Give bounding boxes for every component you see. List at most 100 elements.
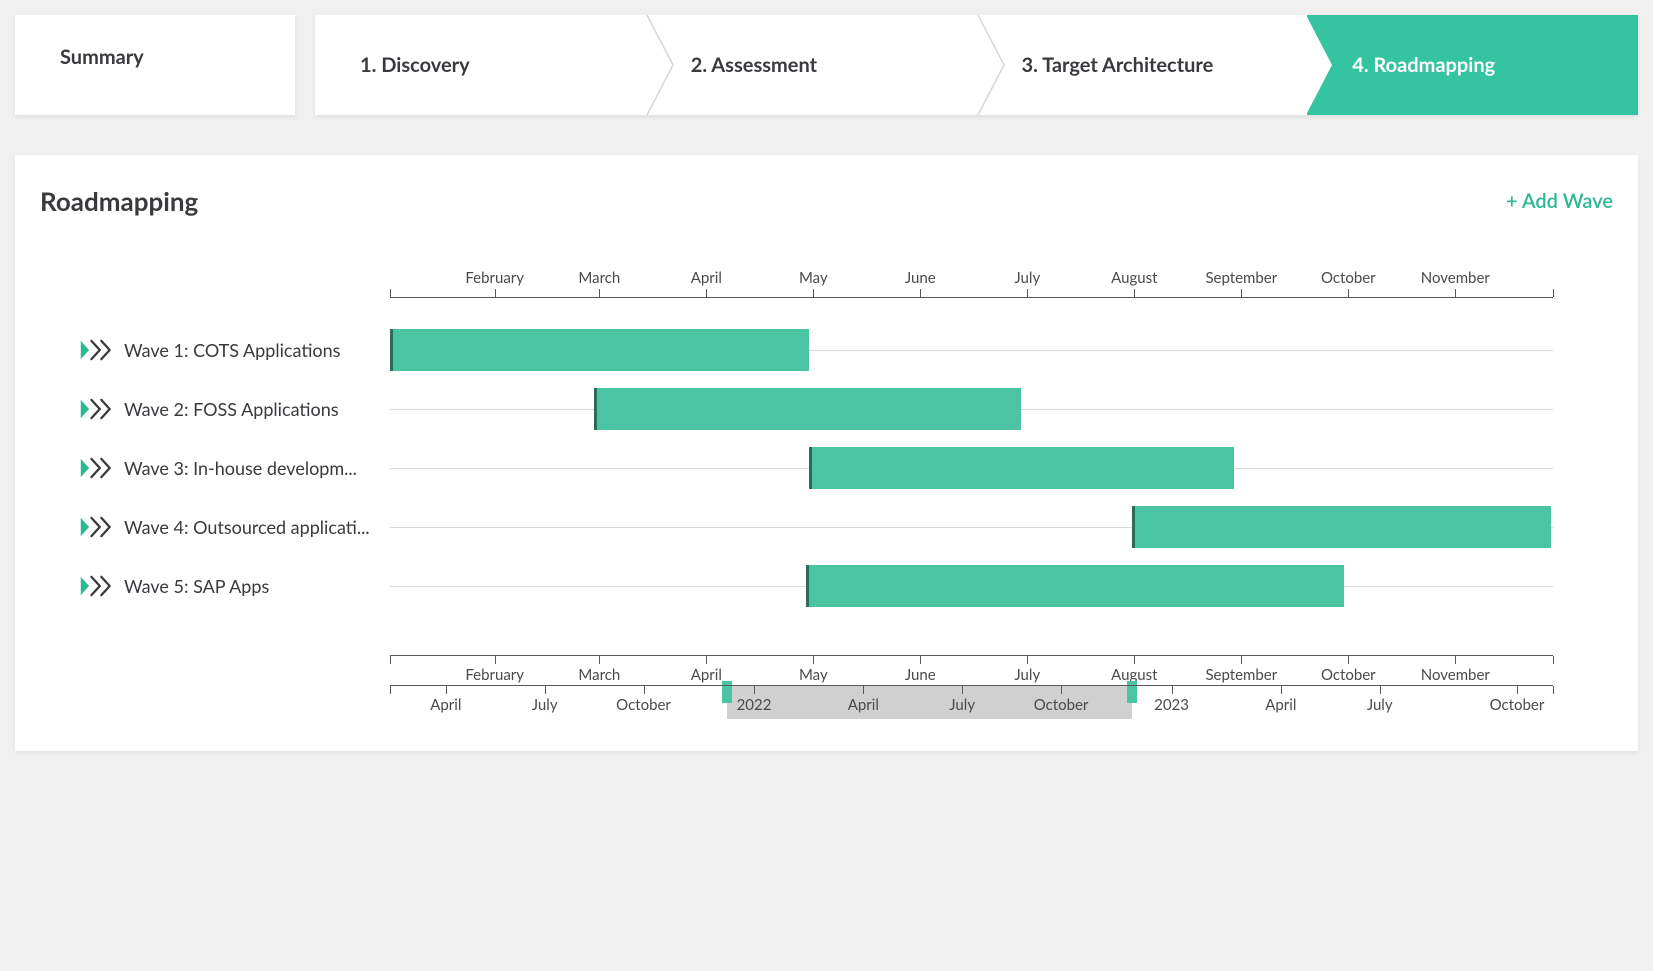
axis-label: April — [430, 696, 461, 714]
axis-label: February — [465, 269, 524, 287]
tab-label: 3. Target Architecture — [1022, 52, 1214, 79]
chevron-divider-icon — [977, 15, 1007, 115]
axis-tick — [390, 289, 391, 297]
axis-tick — [962, 686, 963, 694]
axis-label: September — [1205, 269, 1277, 287]
gantt-bar[interactable] — [1132, 506, 1551, 548]
gantt-row — [390, 556, 1553, 615]
axis-tick — [1517, 686, 1518, 694]
chevron-divider-icon — [646, 15, 676, 115]
axis-tick — [920, 289, 921, 297]
roadmapping-panel: Roadmapping + Add Wave Wave 1: COTS Appl… — [15, 155, 1638, 751]
axis-label: April — [1265, 696, 1296, 714]
tab-label: 2. Assessment — [691, 52, 817, 79]
axis-tick — [644, 686, 645, 694]
axis-label: October — [1321, 269, 1376, 287]
axis-tick — [1553, 686, 1554, 694]
axis-tick — [1134, 289, 1135, 297]
axis-tick — [813, 289, 814, 297]
axis-tick — [920, 656, 921, 664]
axis-tick — [706, 289, 707, 297]
chevron-divider-icon — [1306, 15, 1334, 115]
wave-label: Wave 5: SAP Apps — [124, 575, 269, 597]
gantt-bar[interactable] — [390, 329, 809, 371]
gantt-bar[interactable] — [809, 447, 1235, 489]
gantt-labels-column: Wave 1: COTS Applications Wave 2: FOSS Ap… — [80, 272, 390, 711]
axis-tick — [1134, 656, 1135, 664]
axis-label: April — [691, 666, 722, 684]
wave-label: Wave 2: FOSS Applications — [124, 398, 339, 420]
axis-label: April — [691, 269, 722, 287]
axis-tick — [495, 289, 496, 297]
panel-title: Roadmapping — [40, 185, 198, 217]
axis-label: May — [799, 269, 828, 287]
wave-chevrons-icon — [80, 397, 112, 421]
axis-tick — [1241, 656, 1242, 664]
axis-tick — [1380, 686, 1381, 694]
axis-tick — [390, 686, 391, 694]
axis-tick — [446, 686, 447, 694]
gantt-bar[interactable] — [594, 388, 1022, 430]
axis-label: August — [1111, 269, 1157, 287]
axis-label: October — [616, 696, 671, 714]
axis-tick — [1172, 686, 1173, 694]
tab-target-architecture[interactable]: 3. Target Architecture — [977, 15, 1308, 115]
tab-label: 4. Roadmapping — [1352, 52, 1495, 79]
axis-tick — [1281, 686, 1282, 694]
axis-label: July — [1014, 269, 1040, 287]
tab-summary-label: Summary — [60, 45, 144, 69]
wave-label-row[interactable]: Wave 3: In-house developm... — [80, 438, 390, 497]
axis-tick — [754, 686, 755, 694]
axis-tick — [545, 686, 546, 694]
gantt-row — [390, 320, 1553, 379]
axis-label: April — [848, 696, 879, 714]
axis-label: March — [578, 666, 620, 684]
gantt-bottom-axis-2: AprilJulyOctober2022AprilJulyOctober2023… — [390, 685, 1553, 711]
axis-tick — [1027, 289, 1028, 297]
axis-label: 2022 — [737, 696, 772, 714]
axis-tick — [1348, 656, 1349, 664]
wave-label-row[interactable]: Wave 1: COTS Applications — [80, 320, 390, 379]
tab-roadmapping[interactable]: 4. Roadmapping — [1307, 15, 1638, 115]
axis-tick — [1241, 289, 1242, 297]
gantt-bar[interactable] — [806, 565, 1343, 607]
wave-chevrons-icon — [80, 574, 112, 598]
tab-label: 1. Discovery — [360, 52, 470, 79]
axis-label: October — [1034, 696, 1089, 714]
wave-chevrons-icon — [80, 338, 112, 362]
axis-label: November — [1421, 269, 1490, 287]
gantt-container: Wave 1: COTS Applications Wave 2: FOSS Ap… — [40, 272, 1613, 711]
gantt-row — [390, 379, 1553, 438]
wave-label: Wave 4: Outsourced applicati... — [124, 516, 370, 538]
add-wave-button[interactable]: + Add Wave — [1506, 189, 1613, 213]
wave-label-row[interactable]: Wave 4: Outsourced applicati... — [80, 497, 390, 556]
axis-label: June — [905, 269, 936, 287]
wave-chevrons-icon — [80, 456, 112, 480]
axis-tick — [1455, 656, 1456, 664]
axis-label: October — [1321, 666, 1376, 684]
axis-tick — [813, 656, 814, 664]
axis-tick — [599, 656, 600, 664]
tab-discovery[interactable]: 1. Discovery — [315, 15, 646, 115]
gantt-body — [390, 298, 1553, 655]
panel-header: Roadmapping + Add Wave — [40, 185, 1613, 217]
axis-label: March — [578, 269, 620, 287]
tab-assessment[interactable]: 2. Assessment — [646, 15, 977, 115]
tab-steps-container: 1. Discovery 2. Assessment 3. Target Arc… — [315, 15, 1638, 115]
tab-summary[interactable]: Summary — [15, 15, 295, 115]
axis-tick — [1061, 686, 1062, 694]
axis-tick — [1455, 289, 1456, 297]
axis-label: October — [1490, 696, 1545, 714]
gantt-bottom-axis-1: FebruaryMarchAprilMayJuneJulyAugustSepte… — [390, 655, 1553, 681]
wave-label-row[interactable]: Wave 2: FOSS Applications — [80, 379, 390, 438]
axis-tick — [706, 656, 707, 664]
tab-bar: Summary 1. Discovery 2. Assessment 3. Ta… — [15, 15, 1638, 115]
axis-label: 2023 — [1154, 696, 1189, 714]
axis-label: July — [1014, 666, 1040, 684]
wave-label-row[interactable]: Wave 5: SAP Apps — [80, 556, 390, 615]
axis-tick — [1553, 289, 1554, 297]
axis-tick — [495, 656, 496, 664]
axis-label: July — [949, 696, 975, 714]
axis-label: February — [465, 666, 524, 684]
wave-chevrons-icon — [80, 515, 112, 539]
